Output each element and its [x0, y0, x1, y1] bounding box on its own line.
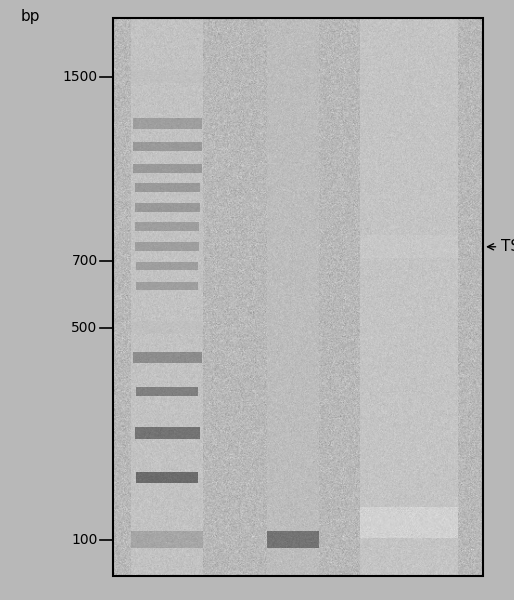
Text: bp: bp: [21, 9, 40, 24]
Text: TS1: TS1: [487, 239, 514, 254]
Text: 100: 100: [71, 533, 98, 547]
Text: 500: 500: [71, 320, 98, 335]
Text: 700: 700: [71, 254, 98, 268]
Bar: [113, 18, 483, 576]
Text: 1500: 1500: [63, 70, 98, 83]
